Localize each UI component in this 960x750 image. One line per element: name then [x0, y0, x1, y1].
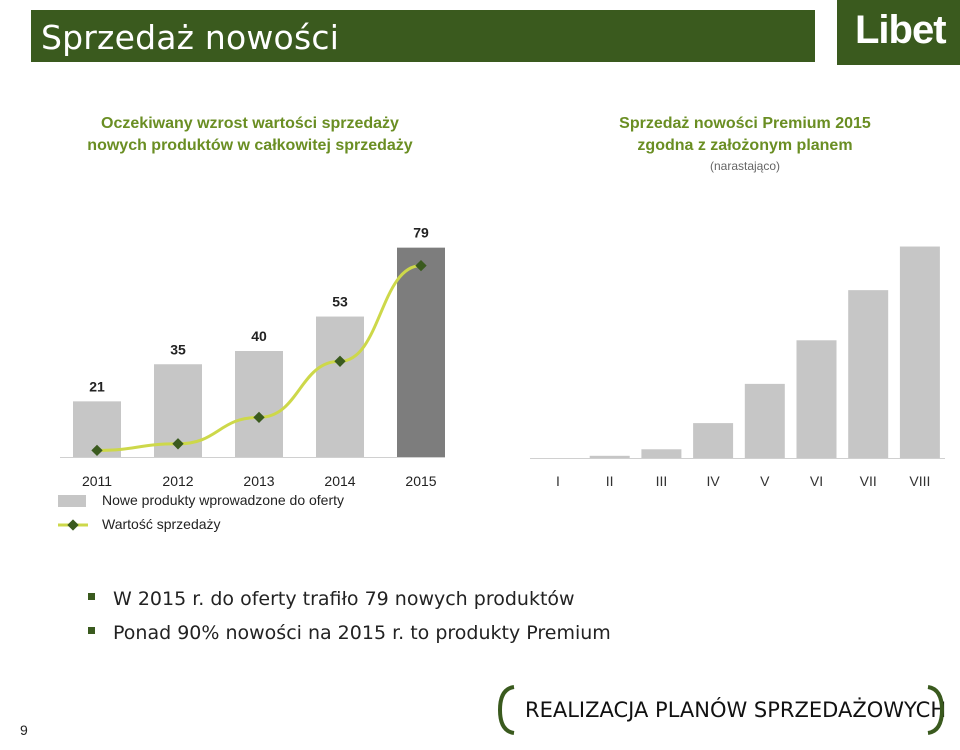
- left-chart-heading: Oczekiwany wzrost wartości sprzedaży now…: [60, 113, 440, 157]
- line-point-2014: [334, 355, 346, 367]
- right-heading-line-1: Sprzedaż nowości Premium 2015: [619, 115, 871, 132]
- x-tick-II: II: [606, 473, 614, 489]
- legend-line-label: Wartość sprzedaży: [102, 516, 221, 532]
- legend-bars-label: Nowe produkty wprowadzone do oferty: [102, 492, 345, 508]
- right-bracket-icon: [927, 685, 945, 735]
- footer-text: REALIZACJA PLANÓW SPRZEDAŻOWYCH: [525, 698, 947, 722]
- x-tick-2014: 2014: [324, 473, 355, 489]
- data-label-2014: 53: [332, 294, 348, 310]
- premium-bar-VI: [796, 340, 837, 458]
- x-tick-V: V: [760, 473, 770, 489]
- x-tick-2012: 2012: [162, 473, 193, 489]
- line-point-2012: [172, 438, 184, 450]
- x-tick-IV: IV: [706, 473, 720, 489]
- slide-title: Sprzedaż nowości: [41, 18, 340, 57]
- bullet-square-icon: [88, 593, 95, 600]
- x-tick-2013: 2013: [243, 473, 274, 489]
- bullet-text: Ponad 90% nowości na 2015 r. to produkty…: [113, 622, 611, 644]
- title-bar: Sprzedaż nowości: [31, 10, 815, 62]
- line-point-2013: [253, 411, 265, 424]
- x-tick-VIII: VIII: [909, 473, 930, 489]
- x-tick-VII: VII: [860, 473, 877, 489]
- bullet-item: W 2015 r. do oferty trafiło 79 nowych pr…: [88, 588, 575, 610]
- premium-bar-III: [641, 449, 682, 458]
- legend-item-bars: Nowe produkty wprowadzone do oferty: [58, 492, 344, 508]
- premium-bar-VIII: [899, 246, 940, 458]
- page-number: 9: [20, 722, 28, 738]
- left-bracket-icon: [497, 685, 515, 735]
- legend-bar-swatch: [58, 495, 86, 508]
- left-heading-line-2: nowych produktów w całkowitej sprzedaży: [87, 137, 413, 154]
- bar-2011: [73, 401, 121, 457]
- legend-line-swatch: [58, 519, 88, 531]
- right-chart-heading: Sprzedaż nowości Premium 2015 zgodna z z…: [575, 113, 915, 157]
- line-point-2011: [91, 444, 103, 457]
- logo-text: Libet: [855, 8, 947, 52]
- bullet-text: W 2015 r. do oferty trafiło 79 nowych pr…: [113, 588, 575, 610]
- premium-bar-II: [589, 455, 630, 458]
- libet-logo: Libet: [837, 0, 960, 65]
- data-label-2015: 79: [413, 225, 429, 241]
- bar-2014: [316, 316, 364, 457]
- premium-bar-VII: [848, 290, 889, 458]
- x-tick-I: I: [556, 473, 560, 489]
- bullet-square-icon: [88, 627, 95, 634]
- data-label-2012: 35: [170, 341, 186, 357]
- left-heading-line-1: Oczekiwany wzrost wartości sprzedaży: [101, 115, 399, 132]
- line-point-2015: [415, 259, 427, 272]
- sales-value-line: [96, 264, 422, 452]
- bar-2013: [235, 351, 283, 457]
- bar-2015: [397, 247, 445, 457]
- premium-bar-IV: [693, 423, 734, 458]
- x-tick-VI: VI: [810, 473, 823, 489]
- data-label-2011: 21: [89, 378, 105, 394]
- legend-item-line: Wartość sprzedaży: [58, 516, 221, 532]
- right-heading-line-2: zgodna z założonym planem: [637, 137, 853, 154]
- x-tick-III: III: [656, 473, 668, 489]
- right-chart-note: (narastająco): [709, 159, 781, 173]
- bullet-item: Ponad 90% nowości na 2015 r. to produkty…: [88, 622, 611, 644]
- x-tick-2015: 2015: [405, 473, 436, 489]
- footer-banner: REALIZACJA PLANÓW SPRZEDAŻOWYCH: [496, 684, 946, 736]
- bar-2012: [154, 364, 202, 457]
- premium-bar-V: [744, 383, 785, 458]
- data-label-2013: 40: [251, 328, 267, 344]
- x-tick-2011: 2011: [82, 473, 112, 489]
